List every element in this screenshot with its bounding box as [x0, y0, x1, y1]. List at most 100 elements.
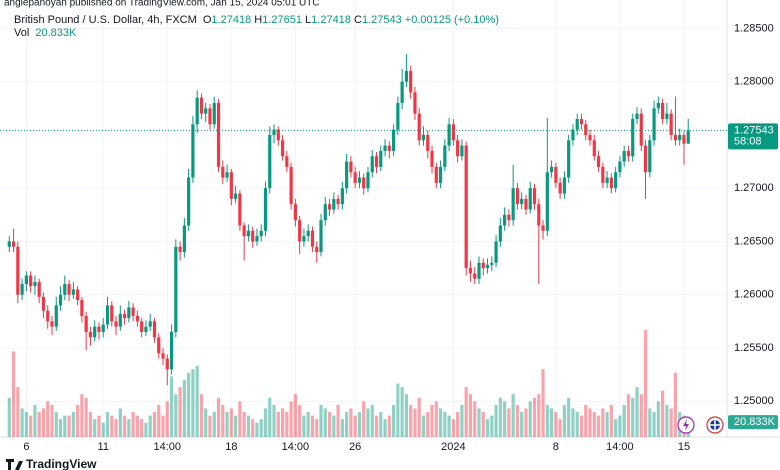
volume-bar	[498, 397, 502, 437]
candle-body	[11, 241, 16, 247]
volume-bar	[456, 412, 460, 437]
candle-body	[370, 156, 374, 173]
candle-body	[135, 316, 139, 322]
ohlc-letter: L	[305, 14, 311, 26]
volume-bar	[63, 415, 67, 437]
candle-body	[144, 326, 148, 332]
volume-bar	[272, 404, 276, 437]
volume-bar	[280, 408, 285, 437]
candle-body	[16, 246, 20, 295]
candle-body	[323, 204, 327, 221]
volume-bar	[225, 412, 229, 437]
candle-body	[404, 71, 409, 82]
volume-bar	[204, 408, 208, 437]
candle-body	[246, 230, 251, 237]
y-tick-label: 1.26500	[734, 235, 774, 247]
volume-bar	[413, 408, 417, 437]
volume-bar	[421, 415, 426, 437]
volume-bar	[665, 404, 669, 437]
candle-body	[507, 214, 511, 221]
volume-bar	[481, 412, 485, 437]
ohlc-value: 1.27651	[262, 14, 302, 26]
volume-bar	[276, 412, 280, 437]
volume-bar	[229, 408, 233, 437]
candle-body	[67, 284, 71, 295]
candle-body	[221, 166, 225, 178]
logo-text: TradingView	[26, 457, 97, 470]
candle-body	[562, 177, 566, 194]
volume-bar	[528, 401, 532, 437]
volume-bar	[135, 415, 139, 437]
candle-body	[204, 108, 208, 114]
candle-body	[242, 225, 246, 237]
candle-body	[191, 124, 195, 178]
candle-body	[58, 294, 63, 306]
price-tag-countdown: 58:08	[734, 135, 762, 147]
x-tick-label: 6	[23, 441, 29, 453]
volume-bar	[20, 408, 24, 437]
volume-bar	[169, 376, 174, 437]
candle-body	[673, 134, 678, 141]
volume-bar	[579, 415, 584, 437]
candle-body	[152, 321, 157, 338]
candle-body	[174, 246, 178, 332]
candle-body	[584, 124, 588, 135]
candle-body	[97, 326, 101, 332]
volume-bar	[110, 415, 114, 437]
volume-bar	[298, 404, 302, 437]
volume-bar	[71, 412, 75, 437]
grid	[0, 0, 727, 437]
volume-bar	[127, 419, 131, 437]
candle-body	[575, 118, 579, 130]
candle-body	[140, 321, 144, 332]
candle-body	[46, 310, 50, 322]
candle-body	[33, 281, 37, 287]
volume-bar	[362, 401, 366, 437]
candle-body	[187, 177, 191, 226]
x-tick-label: 14:00	[154, 441, 182, 453]
volume-bar	[460, 404, 464, 437]
price-tag-value: 1.27543	[734, 124, 774, 136]
volume-bar	[520, 412, 524, 437]
candle-body	[468, 268, 473, 274]
candle-body	[272, 129, 276, 135]
volume-bar	[443, 412, 447, 437]
candle-body	[520, 198, 524, 205]
volume-bar	[601, 408, 605, 437]
candle-body	[473, 273, 477, 279]
volume-bar	[464, 387, 468, 437]
volume-bar	[631, 397, 635, 437]
candle-body	[298, 220, 302, 242]
candle-body	[105, 305, 110, 325]
candle-body	[665, 113, 669, 119]
candle-body	[238, 193, 242, 226]
volume-bar	[50, 404, 54, 437]
candle-body	[396, 102, 400, 130]
volume-layer	[7, 330, 690, 437]
volume-bar	[609, 404, 613, 437]
y-tick-label: 1.28500	[734, 22, 774, 34]
volume-bar	[221, 404, 225, 437]
volume-bar	[11, 351, 16, 437]
candle-body	[340, 188, 344, 205]
candle-body	[409, 71, 413, 93]
candle-body	[643, 145, 648, 173]
legend-line: British Pound / U.S. Dollar, 4h, FXCM O1…	[14, 14, 499, 26]
volume-bar	[541, 369, 545, 437]
volume-bar	[315, 419, 319, 437]
candle-layer	[0, 53, 727, 386]
volume-bar	[353, 415, 357, 437]
volume-bar	[263, 408, 268, 437]
volume-tag-value: 20.833K	[734, 416, 776, 428]
candle-body	[110, 305, 114, 322]
x-tick-label: 26	[349, 441, 361, 453]
candle-body	[596, 156, 601, 167]
volume-bar	[588, 408, 592, 437]
candle-body	[280, 140, 285, 157]
candle-body	[161, 353, 165, 359]
volume-bar	[392, 404, 396, 437]
candle-body	[101, 324, 105, 332]
volume-bar	[434, 401, 438, 437]
candle-body	[430, 150, 434, 167]
candle-body	[558, 182, 562, 194]
